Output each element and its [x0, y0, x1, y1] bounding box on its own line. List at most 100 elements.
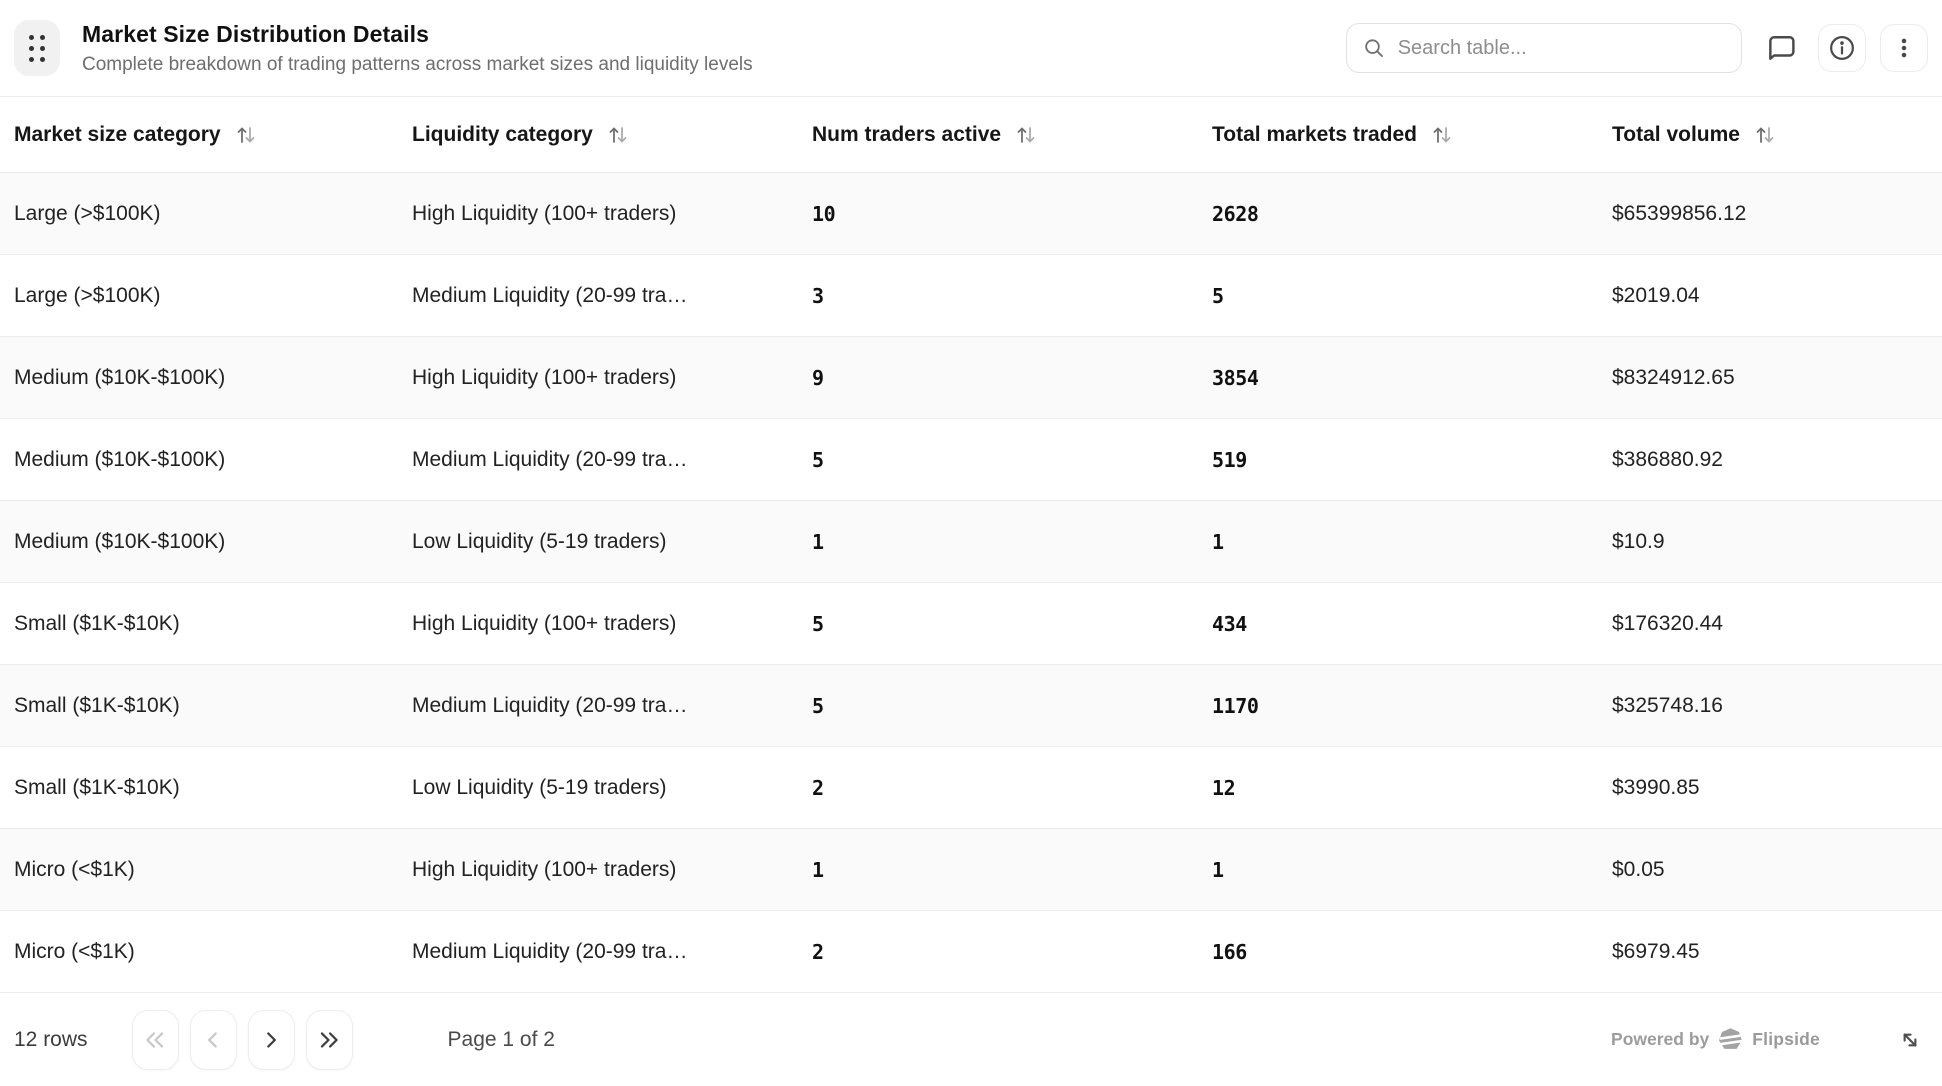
footer-right: Powered by Flipside	[1611, 1022, 1928, 1058]
cell-num-traders: 10	[812, 201, 836, 226]
table-row: Medium ($10K-$100K) Medium Liquidity (20-…	[0, 418, 1942, 501]
sort-arrows-icon[interactable]	[1754, 124, 1776, 146]
expand-button[interactable]	[1892, 1022, 1928, 1058]
cell-liquidity: High Liquidity (100+ traders)	[412, 857, 677, 881]
sort-arrows-icon[interactable]	[607, 124, 629, 146]
cell-num-traders: 2	[812, 775, 824, 800]
brand-label: Flipside	[1752, 1029, 1820, 1049]
cell-num-traders: 1	[812, 529, 824, 554]
table-row: Small ($1K-$10K) Low Liquidity (5-19 trad…	[0, 746, 1942, 829]
cell-markets-traded: 519	[1212, 447, 1247, 472]
prev-page-button[interactable]	[189, 1009, 237, 1070]
title-block: Market Size Distribution Details Complet…	[82, 21, 753, 76]
cell-markets-traded: 1170	[1212, 693, 1259, 718]
search-input[interactable]	[1397, 36, 1725, 60]
cell-market-size: Medium ($10K-$100K)	[14, 447, 226, 471]
column-label: Num traders active	[812, 122, 1002, 146]
table-body: Large (>$100K) High Liquidity (100+ trade…	[0, 172, 1942, 993]
cell-total-volume: $2019.04	[1612, 283, 1700, 307]
table-row: Large (>$100K) High Liquidity (100+ trade…	[0, 172, 1942, 255]
column-label: Liquidity category	[412, 122, 593, 146]
cell-markets-traded: 1	[1212, 857, 1224, 882]
info-circle-icon	[1830, 36, 1854, 60]
powered-by-link[interactable]: Powered by Flipside	[1611, 1027, 1820, 1052]
cell-total-volume: $8324912.65	[1612, 365, 1735, 389]
cell-total-volume: $0.05	[1612, 857, 1665, 881]
drag-handle[interactable]	[14, 20, 60, 76]
cell-num-traders: 1	[812, 857, 824, 882]
cell-liquidity: Low Liquidity (5-19 traders)	[412, 775, 667, 799]
cell-liquidity: Medium Liquidity (20-99 tra…	[412, 939, 688, 963]
table-row: Small ($1K-$10K) High Liquidity (100+ tra…	[0, 582, 1942, 665]
sort-arrows-icon[interactable]	[235, 124, 257, 146]
expand-diagonal-icon	[1903, 1033, 1917, 1046]
sort-arrows-icon[interactable]	[1431, 124, 1453, 146]
cell-markets-traded: 12	[1212, 775, 1236, 800]
sort-arrows-icon[interactable]	[1015, 124, 1037, 146]
cell-market-size: Micro (<$1K)	[14, 857, 135, 881]
next-page-icon	[267, 1031, 276, 1048]
cell-total-volume: $6979.45	[1612, 939, 1700, 963]
table-row: Micro (<$1K) High Liquidity (100+ traders…	[0, 828, 1942, 911]
cell-market-size: Small ($1K-$10K)	[14, 693, 180, 717]
cell-market-size: Small ($1K-$10K)	[14, 775, 180, 799]
row-count: 12 rows	[14, 1027, 88, 1051]
kebab-menu-icon	[1901, 38, 1907, 58]
cell-liquidity: High Liquidity (100+ traders)	[412, 611, 677, 635]
info-button[interactable]	[1818, 24, 1866, 72]
cell-liquidity: High Liquidity (100+ traders)	[412, 365, 677, 389]
comment-bubble-icon	[1769, 36, 1795, 60]
cell-liquidity: High Liquidity (100+ traders)	[412, 201, 677, 225]
cell-total-volume: $10.9	[1612, 529, 1665, 553]
column-header-liquidity[interactable]: Liquidity category	[400, 97, 800, 173]
prev-page-icon	[208, 1031, 217, 1048]
first-page-icon	[146, 1031, 164, 1048]
table-row: Large (>$100K) Medium Liquidity (20-99 tr…	[0, 254, 1942, 337]
column-label: Total volume	[1612, 122, 1740, 146]
column-header-num-traders[interactable]: Num traders active	[800, 97, 1200, 173]
cell-total-volume: $3990.85	[1612, 775, 1700, 799]
cell-total-volume: $386880.92	[1612, 447, 1723, 471]
cell-market-size: Large (>$100K)	[14, 201, 161, 225]
cell-num-traders: 5	[812, 611, 824, 636]
table-footer: 12 rows Page 1 of 2 Powered by	[0, 993, 1942, 1086]
column-header-market-size[interactable]: Market size category	[0, 97, 400, 173]
table-row: Medium ($10K-$100K) High Liquidity (100+ …	[0, 336, 1942, 419]
cell-market-size: Large (>$100K)	[14, 283, 161, 307]
page-status: Page 1 of 2	[447, 1027, 555, 1051]
header-actions	[1346, 23, 1928, 73]
widget-header: Market Size Distribution Details Complet…	[0, 0, 1942, 96]
last-page-icon	[320, 1031, 338, 1048]
cell-num-traders: 3	[812, 283, 824, 308]
cell-markets-traded: 434	[1212, 611, 1247, 636]
last-page-button[interactable]	[305, 1009, 353, 1070]
table-row: Small ($1K-$10K) Medium Liquidity (20-99 …	[0, 664, 1942, 747]
cell-markets-traded: 1	[1212, 529, 1224, 554]
cell-total-volume: $176320.44	[1612, 611, 1723, 635]
page-subtitle: Complete breakdown of trading patterns a…	[82, 53, 753, 75]
column-header-total-volume[interactable]: Total volume	[1600, 97, 1942, 173]
cell-market-size: Medium ($10K-$100K)	[14, 529, 226, 553]
search-box	[1346, 23, 1742, 73]
column-header-markets-traded[interactable]: Total markets traded	[1200, 97, 1600, 173]
pagination	[131, 1009, 353, 1070]
comment-button[interactable]	[1756, 24, 1804, 72]
cell-total-volume: $65399856.12	[1612, 201, 1747, 225]
table-header-row: Market size category Liquidity category …	[0, 96, 1942, 173]
cell-total-volume: $325748.16	[1612, 693, 1723, 717]
cell-liquidity: Low Liquidity (5-19 traders)	[412, 529, 667, 553]
cell-liquidity: Medium Liquidity (20-99 tra…	[412, 283, 688, 307]
cell-liquidity: Medium Liquidity (20-99 tra…	[412, 693, 688, 717]
next-page-button[interactable]	[247, 1009, 295, 1070]
cell-liquidity: Medium Liquidity (20-99 tra…	[412, 447, 688, 471]
cell-markets-traded: 3854	[1212, 365, 1259, 390]
search-icon	[1365, 39, 1383, 58]
first-page-button[interactable]	[131, 1009, 179, 1070]
cell-num-traders: 2	[812, 939, 824, 964]
cell-num-traders: 5	[812, 447, 824, 472]
grip-dots-icon	[29, 34, 45, 62]
powered-by-label: Powered by	[1611, 1029, 1710, 1049]
more-options-button[interactable]	[1880, 24, 1928, 72]
cell-market-size: Micro (<$1K)	[14, 939, 135, 963]
